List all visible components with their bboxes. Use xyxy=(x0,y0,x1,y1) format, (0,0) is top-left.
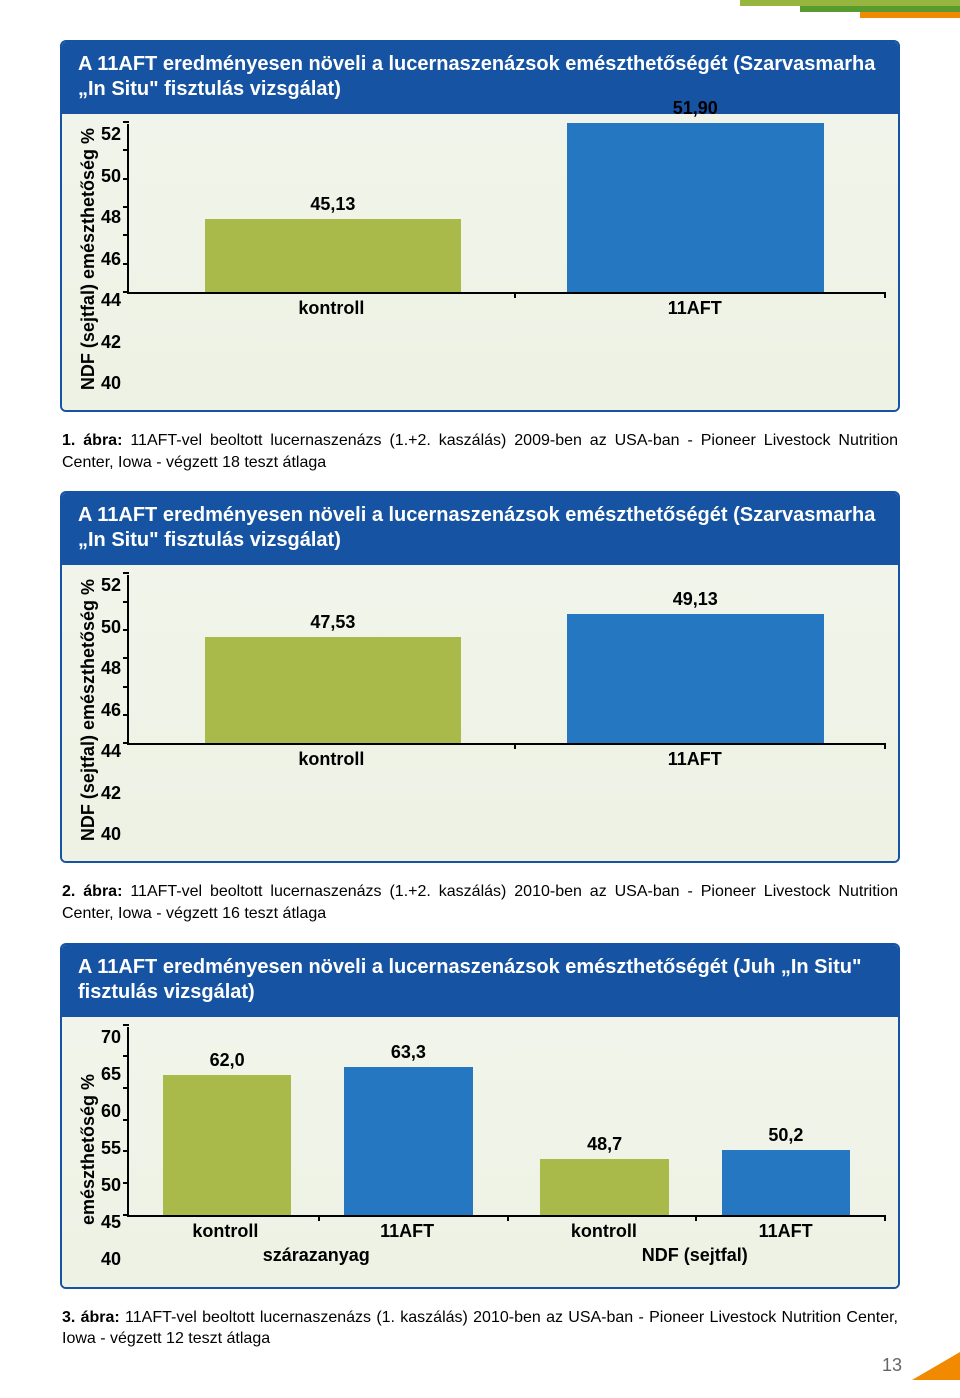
x-category-label: 11AFT xyxy=(668,749,722,770)
ytick: 48 xyxy=(101,658,121,679)
caption-text: 11AFT-vel beoltott lucernaszenázs (1.+2.… xyxy=(62,432,898,471)
ytick: 40 xyxy=(101,1249,121,1270)
ytick: 48 xyxy=(101,207,121,228)
page-corner-accent xyxy=(912,1352,960,1380)
chart1-ylabel: NDF (sejtfal) emészthetőség % xyxy=(76,124,101,394)
bar-value-label: 49,13 xyxy=(635,589,755,610)
ytick: 55 xyxy=(101,1138,121,1159)
bar xyxy=(540,1159,668,1214)
chart3-card: A 11AFT eredményesen növeli a lucernasze… xyxy=(60,943,900,1289)
bar xyxy=(567,123,824,292)
caption-text: 11AFT-vel beoltott lucernaszenázs (1.+2.… xyxy=(62,883,898,922)
ytick: 52 xyxy=(101,575,121,596)
caption-bold: 1. ábra: xyxy=(62,432,122,449)
ytick: 42 xyxy=(101,783,121,804)
caption-bold: 3. ábra: xyxy=(62,1309,120,1326)
caption-text: 11AFT-vel beoltott lucernaszenázs (1. ka… xyxy=(62,1309,898,1348)
chart1-caption: 1. ábra: 11AFT-vel beoltott lucernaszená… xyxy=(62,430,898,473)
caption-bold: 2. ábra: xyxy=(62,883,122,900)
bar xyxy=(344,1067,472,1215)
bar-value-label: 50,2 xyxy=(726,1125,846,1146)
bar-value-label: 62,0 xyxy=(167,1050,287,1071)
bar-value-label: 51,90 xyxy=(635,98,755,119)
chart3-caption: 3. ábra: 11AFT-vel beoltott lucernaszená… xyxy=(62,1307,898,1350)
bar-value-label: 47,53 xyxy=(273,612,393,633)
ytick: 44 xyxy=(101,741,121,762)
page-number: 13 xyxy=(882,1355,902,1376)
chart1-yticks: 52 50 48 46 44 42 40 xyxy=(101,124,127,394)
bar xyxy=(163,1075,291,1214)
ytick: 65 xyxy=(101,1064,121,1085)
chart1: NDF (sejtfal) emészthetőség % 52 50 48 4… xyxy=(76,124,884,394)
chart2-body: NDF (sejtfal) emészthetőség % 52 50 48 4… xyxy=(62,565,898,861)
chart3-yticks: 70 65 60 55 50 45 40 xyxy=(101,1027,127,1271)
x-group-label: NDF (sejtfal) xyxy=(642,1245,748,1266)
chart1-card: A 11AFT eredményesen növeli a lucernasze… xyxy=(60,40,900,412)
ytick: 50 xyxy=(101,1175,121,1196)
bar xyxy=(567,614,824,743)
ytick: 40 xyxy=(101,824,121,845)
ytick: 46 xyxy=(101,700,121,721)
ytick: 50 xyxy=(101,617,121,638)
bar xyxy=(205,637,462,744)
ytick: 44 xyxy=(101,290,121,311)
chart2-title: A 11AFT eredményesen növeli a lucernasze… xyxy=(62,493,898,565)
x-group-label: szárazanyag xyxy=(263,1245,370,1266)
chart3-plot-area: 62,0 63,3 48,7 50,2 xyxy=(127,1027,884,1217)
x-category-label: 11AFT xyxy=(380,1221,434,1242)
x-category-label: kontroll xyxy=(571,1221,637,1242)
chart2-yticks: 52 50 48 46 44 42 40 xyxy=(101,575,127,845)
chart3-ylabel: emészthetőség % xyxy=(76,1027,101,1271)
x-category-label: kontroll xyxy=(298,749,364,770)
chart3-x-labels: kontroll 11AFT kontroll 11AFT szárazanyag NDF… xyxy=(127,1221,884,1271)
bar-value-label: 48,7 xyxy=(545,1134,665,1155)
chart3: emészthetőség % 70 65 60 55 50 45 40 62,… xyxy=(76,1027,884,1271)
ytick: 45 xyxy=(101,1212,121,1233)
x-category-label: 11AFT xyxy=(759,1221,813,1242)
bar-value-label: 63,3 xyxy=(348,1042,468,1063)
ytick: 42 xyxy=(101,332,121,353)
ytick: 60 xyxy=(101,1101,121,1122)
ytick: 40 xyxy=(101,373,121,394)
chart3-title: A 11AFT eredményesen növeli a lucernasze… xyxy=(62,945,898,1017)
bar xyxy=(722,1150,850,1215)
x-category-label: kontroll xyxy=(298,298,364,319)
page: A 11AFT eredményesen növeli a lucernasze… xyxy=(0,0,960,1398)
ytick: 70 xyxy=(101,1027,121,1048)
chart2-plot-area: 47,53 49,13 xyxy=(127,575,884,745)
x-category-label: 11AFT xyxy=(668,298,722,319)
chart2-ylabel: NDF (sejtfal) emészthetőség % xyxy=(76,575,101,845)
x-category-label: kontroll xyxy=(192,1221,258,1242)
chart2: NDF (sejtfal) emészthetőség % 52 50 48 4… xyxy=(76,575,884,845)
chart2-caption: 2. ábra: 11AFT-vel beoltott lucernaszená… xyxy=(62,881,898,924)
chart2-x-labels: kontroll 11AFT xyxy=(127,749,884,799)
ytick: 50 xyxy=(101,166,121,187)
chart1-body: NDF (sejtfal) emészthetőség % 52 50 48 4… xyxy=(62,114,898,410)
bar xyxy=(205,219,462,292)
ytick: 52 xyxy=(101,124,121,145)
ytick: 46 xyxy=(101,249,121,270)
chart1-title: A 11AFT eredményesen növeli a lucernasze… xyxy=(62,42,898,114)
chart2-card: A 11AFT eredményesen növeli a lucernasze… xyxy=(60,491,900,863)
chart1-x-labels: kontroll 11AFT xyxy=(127,298,884,348)
bar-value-label: 45,13 xyxy=(273,194,393,215)
chart1-plot-area: 45,1351,90 xyxy=(127,124,884,294)
chart3-body: emészthetőség % 70 65 60 55 50 45 40 62,… xyxy=(62,1017,898,1287)
